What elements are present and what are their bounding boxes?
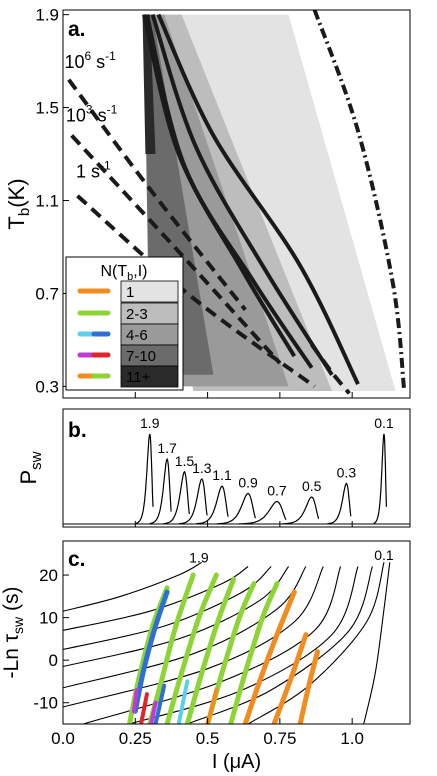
data-band-12	[228, 581, 280, 724]
y-axis-label-c: -Ln τsw (s)	[0, 587, 26, 679]
peak-curve-4	[196, 485, 229, 525]
peak-label-1: 1.7	[157, 440, 177, 456]
y-tick-label-c: 20	[39, 566, 58, 585]
data-band-13	[242, 589, 297, 724]
x-tick-label-c: 0.25	[119, 729, 152, 748]
rate-curve-0	[63, 561, 203, 612]
data-band-8	[176, 679, 190, 724]
data-band-5	[153, 683, 167, 724]
rate-curve-10	[363, 562, 391, 724]
data-band-3	[139, 692, 149, 724]
data-band-1	[132, 589, 170, 714]
legend-label-3: 7-10	[126, 348, 156, 365]
rate-label-0: 106 s-1	[64, 49, 116, 72]
dashed-curve-3	[310, 343, 351, 395]
data-band-9	[184, 576, 237, 724]
rate-curve-2	[63, 566, 272, 651]
y-axis-label-a: Tb(K)	[4, 178, 33, 229]
solid-curve-3	[156, 13, 360, 385]
y-tick-label-a: 0.3	[35, 377, 59, 396]
data-band-15	[297, 649, 320, 724]
axes-frame-a	[62, 9, 411, 399]
x-tick-label-c: 0.0	[51, 729, 75, 748]
panel-label-a: a.	[68, 18, 86, 41]
rate-curve-7	[129, 566, 359, 724]
peak-label-9: 0.1	[374, 415, 394, 431]
peak-curve-3	[179, 478, 208, 525]
legend-gray-swatch-4	[120, 365, 179, 388]
y-tick-label-c: -10	[33, 694, 58, 713]
dashed-curve-2	[76, 194, 316, 389]
data-band-2	[131, 688, 139, 714]
rate-curve-1	[63, 566, 249, 631]
density-region-4	[142, 14, 156, 155]
axes-frame-c	[62, 540, 411, 725]
x-tick-label-c: 0.75	[263, 729, 296, 748]
peak-curve-6	[238, 500, 287, 525]
peak-label-8: 0.3	[337, 465, 357, 481]
rate-curve-9	[247, 562, 385, 724]
peak-curve-2	[163, 470, 190, 525]
panel-b: 1.9 1.71.51.3 1.1 0.9 0.7 0.5 0.3 0.1 b. Psw	[16, 408, 411, 528]
peak-label-0: 1.9	[140, 415, 160, 431]
peak-curve-0	[135, 433, 154, 524]
peak-label-2: 1.5	[175, 453, 195, 469]
legend-label-4: 11+	[126, 369, 151, 386]
solid-curve-2	[150, 13, 334, 376]
panel-label-c: c.	[68, 548, 86, 571]
peak-label-7: 0.5	[302, 478, 322, 494]
rate-label-1: 103 s-1	[66, 103, 118, 126]
y-tick-label-c: 10	[39, 609, 58, 628]
y-tick-label-a: 1.9	[35, 6, 59, 25]
legend-title: N(Tb,I)	[101, 263, 148, 283]
curve-label-0: 1.9	[189, 549, 209, 565]
y-tick-label-a: 1.1	[35, 192, 59, 211]
dashed-curve-0	[67, 78, 247, 311]
x-tick-label-c: 1.0	[340, 729, 364, 748]
solid-curve-1	[144, 14, 314, 369]
legend-label-1: 2-3	[126, 306, 148, 323]
y-tick-label-c: 0	[49, 651, 58, 670]
legend-label-2: 4-6	[126, 327, 148, 344]
legend-label-0: 1	[126, 284, 134, 301]
data-band-6	[149, 700, 158, 724]
rate-label-2: 1 s-1	[76, 158, 111, 181]
peak-label-5: 0.9	[238, 474, 258, 490]
peak-curve-5	[216, 492, 256, 525]
x-axis-label: I (μA)	[212, 751, 261, 773]
x-tick-label-c: 0.5	[196, 729, 220, 748]
axes-frame-b	[62, 408, 411, 528]
peak-curve-8	[327, 482, 352, 525]
data-band-14	[271, 632, 309, 724]
peak-curve-1	[149, 457, 172, 525]
dashdot-curve	[312, 10, 407, 392]
panel-label-b: b.	[68, 419, 87, 442]
y-axis-label-b: Psw	[16, 451, 45, 484]
plot-area-c	[63, 561, 391, 724]
peak-label-4: 1.1	[212, 467, 232, 483]
peak-label-6: 0.7	[267, 483, 287, 499]
curve-label-1: 0.1	[374, 547, 394, 563]
panel-c: 20 10 0 -10 0.0 0.25 0.5 0.75 1.0 1.9 0.1 c. I (μA) -…	[0, 540, 411, 773]
rate-curve-8	[187, 566, 373, 724]
peak-curve-9	[373, 433, 387, 524]
rate-curve-5	[63, 566, 324, 708]
data-band-11	[205, 688, 219, 724]
peak-curve-7	[282, 496, 320, 525]
y-tick-label-a: 0.7	[35, 284, 59, 303]
legend-gray-swatch-0	[120, 280, 179, 303]
peak-label-3: 1.3	[192, 460, 212, 476]
dashed-curve-1	[70, 134, 282, 365]
data-band-7	[164, 572, 219, 724]
y-tick-label-a: 1.5	[35, 99, 59, 118]
panel-a: 1.9 1.5 1.1 0.7 0.3 a. Tb(K) 106 s-1 103 s-1 1 s-…	[4, 6, 411, 399]
legend: N(Tb,I)1 2-3 4-6 7-10 11+	[65, 256, 184, 391]
